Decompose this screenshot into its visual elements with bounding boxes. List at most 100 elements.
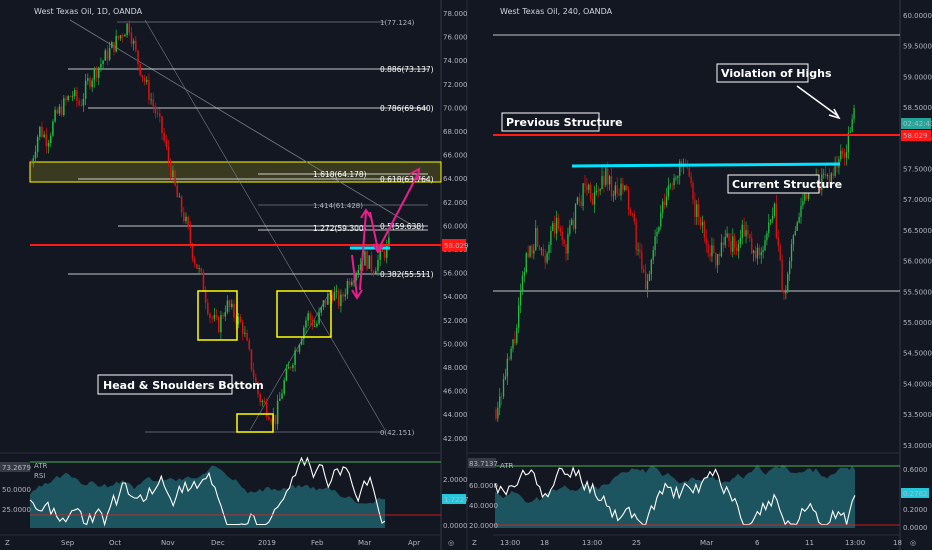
candle (351, 282, 353, 286)
candle (111, 42, 113, 49)
candle (340, 294, 342, 307)
candle (331, 294, 333, 301)
candle (379, 250, 381, 260)
left-candles (30, 20, 390, 431)
candle (268, 416, 270, 420)
price-tick: 44.000 (443, 411, 468, 419)
candle (309, 313, 312, 320)
candle (565, 244, 567, 254)
candle (851, 119, 853, 132)
price-tick: 55.0000 (903, 319, 932, 327)
candle (270, 419, 272, 422)
x-tick: Feb (311, 539, 324, 547)
candle (499, 396, 501, 408)
fib-label: 1.414(61.428) (313, 202, 363, 210)
candle (593, 192, 596, 205)
candle (752, 250, 755, 254)
candle (552, 223, 554, 231)
candle (220, 315, 222, 333)
candle (745, 230, 747, 237)
candle (202, 271, 205, 292)
candle (355, 273, 357, 281)
candle (248, 340, 251, 350)
candle (631, 213, 634, 215)
candle (281, 393, 283, 399)
left-rsi-label: RSI (34, 472, 45, 480)
x-tick: 18 (540, 539, 549, 547)
candle (519, 290, 522, 306)
candle (159, 113, 161, 117)
candle (106, 50, 109, 60)
candle (677, 175, 679, 178)
candle (289, 366, 292, 368)
candle (608, 176, 611, 185)
candle (298, 344, 301, 352)
candle (108, 48, 111, 60)
candle (768, 222, 770, 234)
candle (559, 228, 562, 233)
price-tick: 76.000 (443, 34, 468, 42)
candle (518, 305, 520, 328)
x-tick: 2019 (258, 539, 276, 547)
supply-zone (29, 161, 442, 183)
current-structure-box (727, 174, 820, 194)
fib-label: 0.618(63.764) (380, 175, 434, 184)
candle (207, 302, 209, 314)
candle (662, 201, 664, 213)
left-ind-tick: 50.0000 (2, 486, 31, 494)
right-price-axis: 60.000059.500059.000058.500058.000057.50… (903, 12, 932, 450)
left-chart[interactable]: West Texas Oil, 1D, OANDA 78.000 76.000 74… (0, 0, 469, 550)
candle (563, 240, 565, 245)
candle (646, 280, 649, 290)
candle (586, 185, 588, 191)
candle (804, 194, 806, 201)
previous-structure-line (571, 162, 841, 168)
fib-label: 0.5(59.638) (380, 222, 424, 231)
candle (274, 414, 277, 425)
candle (760, 252, 762, 256)
candle (639, 249, 641, 253)
candle (318, 312, 320, 324)
candle (364, 251, 366, 266)
candle (590, 184, 592, 200)
candle (743, 224, 745, 237)
candle (342, 294, 344, 297)
candle (548, 244, 550, 254)
right-price-tag (901, 130, 931, 141)
price-tick: 66.000 (443, 152, 468, 160)
candle (726, 233, 728, 238)
candle (233, 303, 235, 318)
candle (584, 183, 586, 186)
price-tick: 46.000 (443, 388, 468, 396)
current-structure-label: Current Structure (732, 178, 842, 191)
candle (796, 222, 798, 231)
candle (542, 248, 544, 256)
candle (80, 104, 83, 106)
right-atr-value: 0.2762 (903, 490, 928, 498)
right-chart[interactable]: West Texas Oil, 240, OANDA 60.000059.500… (467, 0, 932, 550)
candle (790, 244, 793, 262)
candle (246, 332, 248, 341)
candle (720, 242, 723, 257)
trendline-down (69, 19, 421, 231)
price-tick: 59.0000 (903, 73, 932, 81)
right-chart-title: West Texas Oil, 240, OANDA (500, 7, 613, 16)
price-tick: 54.000 (443, 293, 468, 301)
candle (178, 196, 181, 198)
candle (732, 236, 734, 252)
candle (669, 184, 671, 186)
price-tick: 64.000 (443, 175, 468, 183)
candle (787, 274, 789, 292)
candle (165, 140, 168, 147)
candle (603, 176, 605, 185)
candle (709, 253, 711, 257)
candle (819, 187, 821, 190)
candle (633, 213, 635, 222)
candle (832, 173, 834, 176)
candle (771, 215, 774, 220)
price-tick: 78.000 (443, 10, 468, 18)
candle (531, 246, 533, 254)
candle (535, 228, 537, 251)
